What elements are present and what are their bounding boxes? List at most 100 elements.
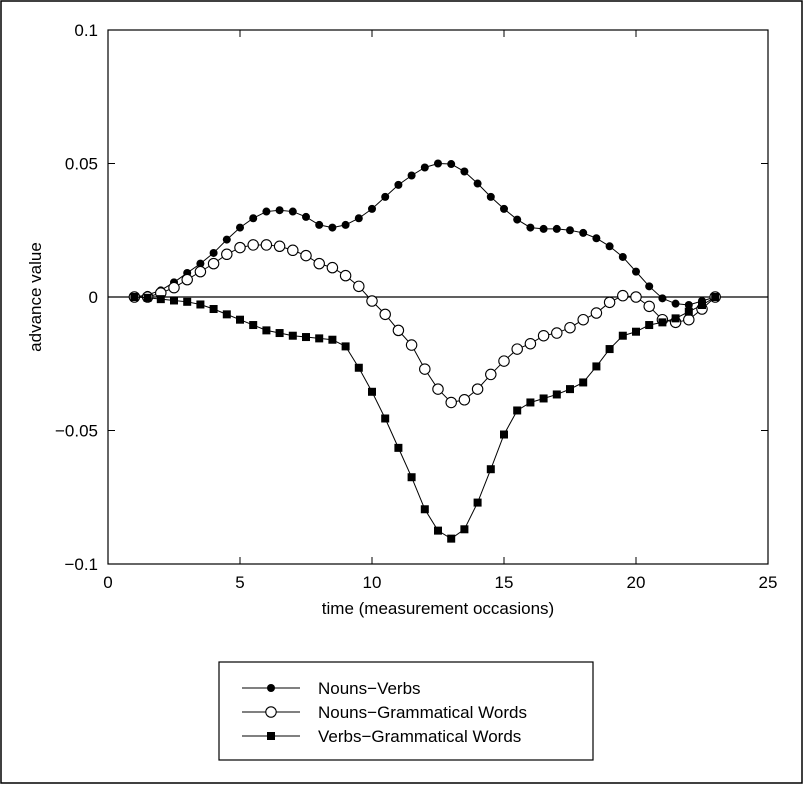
data-point-0 <box>302 212 310 221</box>
x-tick-label: 20 <box>627 573 646 592</box>
data-point-2 <box>566 385 574 394</box>
data-point-2 <box>170 296 178 305</box>
legend-marker-2 <box>267 732 275 740</box>
x-tick-label: 10 <box>363 573 382 592</box>
data-point-1 <box>366 295 378 307</box>
data-point-2 <box>222 310 231 319</box>
y-axis-label: advance value <box>26 242 45 352</box>
y-tick-label: 0.1 <box>74 21 98 40</box>
data-point-1 <box>260 239 273 251</box>
data-point-0 <box>592 234 601 243</box>
data-point-0 <box>486 192 495 201</box>
data-point-2 <box>262 326 271 335</box>
data-point-2 <box>341 342 350 351</box>
data-point-2 <box>539 394 548 403</box>
data-point-1 <box>458 394 471 406</box>
data-point-0 <box>552 224 561 233</box>
data-point-1 <box>445 396 457 409</box>
data-point-2 <box>671 314 680 323</box>
data-point-2 <box>552 390 561 399</box>
data-point-1 <box>379 308 391 321</box>
data-point-0 <box>262 207 271 216</box>
data-point-2 <box>618 331 627 340</box>
data-point-0 <box>539 224 548 233</box>
data-point-2 <box>434 526 442 535</box>
data-point-2 <box>236 315 244 324</box>
legend-marker-1 <box>265 706 277 718</box>
data-point-2 <box>209 305 218 314</box>
data-point-0 <box>354 214 363 223</box>
data-point-1 <box>313 257 325 270</box>
data-point-0 <box>632 267 640 276</box>
data-point-0 <box>526 223 535 232</box>
data-point-0 <box>684 301 693 310</box>
x-tick-label: 0 <box>103 573 112 592</box>
data-point-0 <box>275 206 284 215</box>
data-point-2 <box>315 334 324 343</box>
data-point-2 <box>486 465 495 474</box>
data-point-1 <box>643 300 655 313</box>
data-point-1 <box>392 324 405 337</box>
data-point-0 <box>473 179 482 188</box>
data-point-2 <box>183 297 192 306</box>
data-point-0 <box>618 252 627 261</box>
series-group-2 <box>130 293 720 543</box>
data-point-0 <box>434 159 442 168</box>
data-point-2 <box>407 473 416 482</box>
legend-label-2: Verbs−Grammatical Words <box>318 727 521 746</box>
data-point-2 <box>130 293 139 301</box>
data-point-1 <box>339 269 352 282</box>
data-point-0 <box>341 220 350 229</box>
data-point-1 <box>603 296 616 309</box>
data-point-2 <box>473 498 482 507</box>
data-point-2 <box>368 387 376 396</box>
data-point-1 <box>524 337 537 350</box>
data-point-1 <box>471 383 484 395</box>
data-point-1 <box>432 383 444 395</box>
data-point-0 <box>328 223 337 232</box>
x-tick-label: 5 <box>235 573 244 592</box>
data-point-1 <box>300 249 312 262</box>
data-point-0 <box>196 259 205 268</box>
data-point-2 <box>381 414 390 423</box>
data-point-2 <box>513 406 522 415</box>
x-axis-label: time (measurement occasions) <box>322 599 554 618</box>
data-point-1 <box>287 244 299 257</box>
data-point-2 <box>658 318 667 327</box>
data-point-1 <box>181 273 193 286</box>
data-point-1 <box>234 241 246 254</box>
data-point-0 <box>460 167 469 176</box>
data-point-1 <box>353 280 365 293</box>
data-point-1 <box>405 339 418 351</box>
data-point-0 <box>222 235 231 244</box>
data-point-1 <box>273 240 286 253</box>
data-point-2 <box>249 321 258 330</box>
data-point-2 <box>711 293 720 301</box>
data-point-1 <box>221 248 233 261</box>
data-point-0 <box>249 214 258 223</box>
data-point-0 <box>368 204 376 213</box>
y-tick-label: 0 <box>89 288 98 307</box>
data-point-1 <box>551 327 563 339</box>
data-point-0 <box>420 163 429 172</box>
y-tick-label: 0.05 <box>65 155 98 174</box>
data-point-1 <box>564 321 576 334</box>
data-point-0 <box>566 226 574 235</box>
series-group-1 <box>128 239 721 409</box>
data-point-1 <box>194 265 207 278</box>
data-point-0 <box>209 248 218 257</box>
data-point-2 <box>460 525 469 534</box>
data-point-2 <box>526 398 535 407</box>
legend-marker-0 <box>267 684 275 692</box>
data-point-1 <box>511 343 523 355</box>
data-point-0 <box>288 207 297 216</box>
data-point-2 <box>420 505 429 514</box>
data-point-1 <box>168 281 180 294</box>
data-point-0 <box>407 171 416 180</box>
legend-box <box>218 661 594 761</box>
data-point-2 <box>592 362 601 371</box>
data-point-1 <box>247 239 259 251</box>
